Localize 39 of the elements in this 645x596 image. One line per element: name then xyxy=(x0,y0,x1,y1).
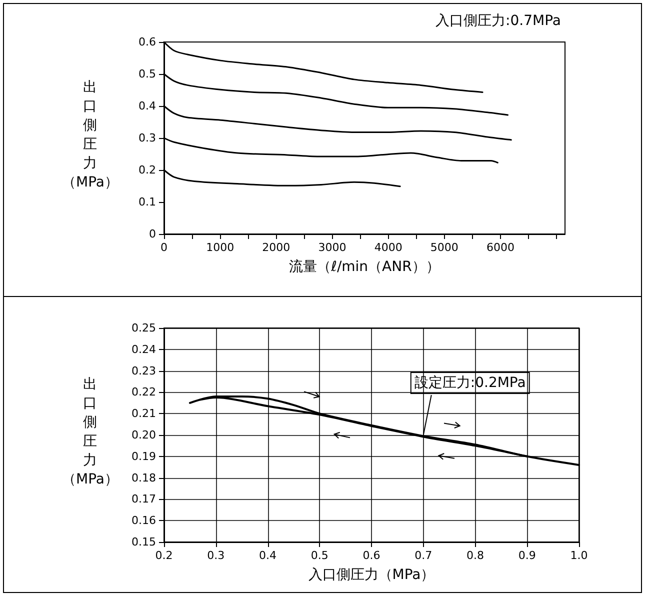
x-axis-title: 入口側圧力（MPa） xyxy=(308,567,435,583)
x-tick-label: 0.3 xyxy=(207,549,225,562)
y-tick-label: 0.16 xyxy=(132,514,156,528)
y-tick-label: 0.18 xyxy=(132,471,156,484)
y-axis-title: 出口側圧力（MPa） xyxy=(62,80,118,190)
x-tick-label: 0.9 xyxy=(518,549,536,562)
x-tick-label: 0.6 xyxy=(362,549,380,562)
x-axis-title: 流量（ℓ/min（ANR）） xyxy=(289,259,440,275)
y-tick-label: 0.20 xyxy=(132,428,156,442)
y-axis-title: 出口側圧力（MPa） xyxy=(62,376,118,488)
x-tick-label: 0.8 xyxy=(466,549,484,562)
x-tick-label: 6000 xyxy=(486,241,515,254)
y-tick-label: 0.17 xyxy=(132,492,156,506)
y-tick-label: 0.4 xyxy=(138,100,156,112)
x-tick-label: 3000 xyxy=(318,241,346,254)
y-tick-label: 0.21 xyxy=(132,407,156,420)
x-tick-label: 0.4 xyxy=(259,549,276,562)
x-tick-label: 0.2 xyxy=(155,549,173,562)
y-tick-label: 0.22 xyxy=(132,386,156,399)
x-tick-label: 0 xyxy=(160,241,168,254)
y-tick-label: 0.2 xyxy=(138,164,156,176)
y-tick-label: 0.15 xyxy=(132,536,156,548)
x-tick-label: 1000 xyxy=(206,241,234,254)
x-tick-label: 2000 xyxy=(262,241,290,254)
y-tick-label: 0.6 xyxy=(138,36,156,48)
y-tick-label: 0 xyxy=(149,228,156,240)
y-tick-label: 0.19 xyxy=(132,450,156,463)
x-tick-label: 0.7 xyxy=(414,549,432,562)
y-tick-label: 0.3 xyxy=(138,132,156,144)
text: 入口側圧力:0.7MPa xyxy=(436,13,561,29)
y-tick-label: 0.24 xyxy=(132,342,156,356)
y-tick-label: 0.1 xyxy=(138,196,156,208)
x-tick-label: 5000 xyxy=(430,241,458,254)
x-tick-label: 4000 xyxy=(374,241,402,254)
x-tick-label: 0.5 xyxy=(310,549,328,562)
y-tick-label: 0.23 xyxy=(132,364,156,378)
x-tick-label: 1.0 xyxy=(570,549,588,562)
y-tick-label: 0.25 xyxy=(132,322,156,334)
y-tick-label: 0.5 xyxy=(138,68,156,80)
